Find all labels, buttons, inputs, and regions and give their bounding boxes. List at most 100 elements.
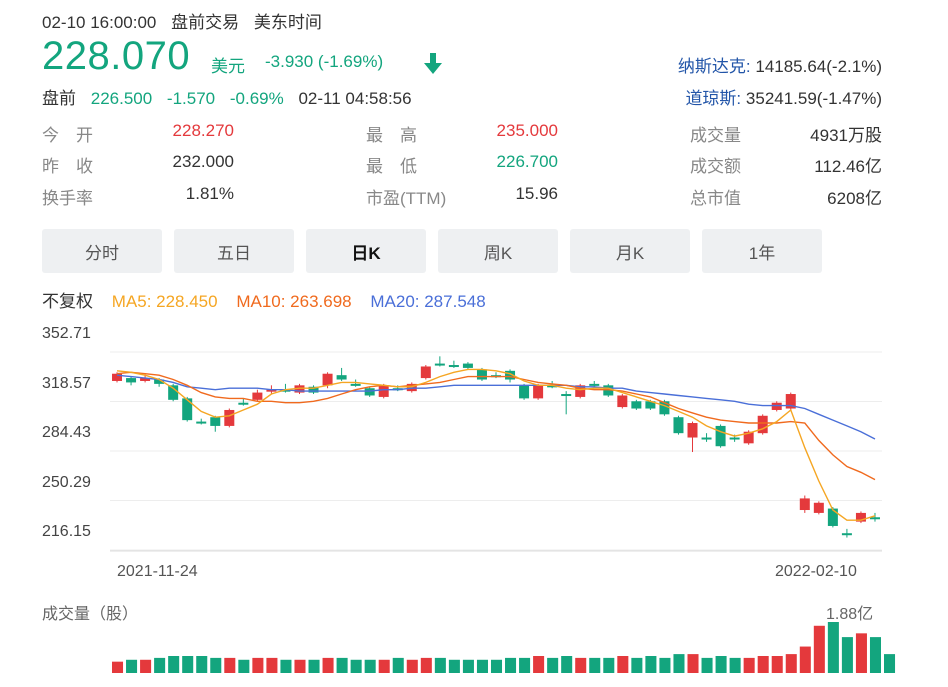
candle-body bbox=[855, 512, 866, 522]
quote-datetime: 02-10 16:00:00 bbox=[42, 13, 157, 32]
candle-body bbox=[420, 366, 431, 379]
volume-bar bbox=[869, 637, 881, 673]
volume-bar bbox=[266, 657, 278, 673]
volume-max-label: 1.88亿 bbox=[826, 606, 874, 623]
candle-body bbox=[841, 533, 852, 536]
low-label: 最 低 bbox=[366, 157, 417, 176]
amount-label: 成交额 bbox=[690, 157, 741, 176]
volume-bar bbox=[364, 659, 376, 673]
candle-body bbox=[757, 415, 768, 434]
candle-body bbox=[462, 363, 473, 368]
premarket-change: -1.570 bbox=[166, 89, 216, 108]
index-dow[interactable]: 道琼斯: 35241.59(-1.47%) bbox=[685, 84, 882, 109]
candle-body bbox=[729, 437, 740, 440]
ma10-line bbox=[116, 371, 876, 481]
candle-body bbox=[350, 383, 361, 386]
candle-body bbox=[196, 421, 207, 424]
index-value: 14185.64(-2.1%) bbox=[755, 57, 882, 76]
x-end-label: 2022-02-10 bbox=[775, 563, 857, 580]
volume-bar bbox=[336, 657, 348, 673]
volume-bar bbox=[168, 656, 180, 673]
index-name[interactable]: 道琼斯: bbox=[685, 89, 742, 108]
volume-bar bbox=[673, 654, 685, 673]
tab-intraday[interactable]: 分时 bbox=[42, 229, 162, 273]
adjust-mode[interactable]: 不复权 bbox=[42, 292, 93, 311]
candle-body bbox=[476, 369, 487, 380]
candle-body bbox=[813, 502, 824, 513]
candle-body bbox=[224, 409, 235, 426]
last-price: 228.070 bbox=[42, 34, 191, 78]
timezone-label: 美东时间 bbox=[253, 13, 322, 32]
candle-body bbox=[336, 375, 347, 380]
volume-bar bbox=[729, 657, 741, 673]
pe-value: 15.96 bbox=[515, 184, 558, 203]
premarket-row: 盘前 226.500 -1.570 -0.69% 02-11 04:58:56 bbox=[42, 84, 412, 109]
candle-body bbox=[154, 379, 165, 384]
price-change: -3.930 (-1.69%) bbox=[265, 52, 384, 71]
candle-body bbox=[505, 370, 516, 380]
volume-bar bbox=[224, 657, 236, 673]
volume-bar bbox=[196, 656, 208, 673]
tab-daily-k[interactable]: 日K bbox=[306, 229, 426, 273]
volume-bar bbox=[533, 656, 545, 673]
ma-legend: 不复权 MA5: 228.450 MA10: 263.698 MA20: 287… bbox=[42, 287, 500, 312]
candle-body bbox=[322, 373, 333, 386]
volume-bar bbox=[631, 657, 643, 673]
volume-bar bbox=[715, 656, 727, 673]
volume-bar bbox=[112, 661, 124, 673]
volume-bar bbox=[575, 657, 587, 673]
candle-body bbox=[168, 385, 179, 400]
ma20-label: MA20: 287.548 bbox=[370, 292, 486, 311]
volume-bar bbox=[519, 657, 531, 673]
premarket-time: 02-11 04:58:56 bbox=[298, 89, 412, 108]
tab-five-day[interactable]: 五日 bbox=[174, 229, 294, 273]
volume-bar bbox=[238, 659, 250, 673]
y-tick-label: 250.29 bbox=[42, 474, 91, 491]
volume-bar bbox=[434, 657, 446, 673]
open-label: 今 开 bbox=[42, 126, 93, 145]
candle-body bbox=[448, 365, 459, 368]
prev-close-value: 232.000 bbox=[172, 152, 234, 171]
volume-bar bbox=[799, 646, 811, 673]
volume-value: 4931万股 bbox=[810, 126, 882, 145]
candle-body bbox=[547, 385, 558, 388]
candle-body bbox=[112, 373, 123, 381]
candle-body bbox=[434, 363, 445, 366]
volume-bar bbox=[701, 657, 713, 673]
volume-bar bbox=[490, 659, 503, 673]
candle-body bbox=[771, 402, 782, 410]
arrow-down-icon bbox=[424, 53, 442, 74]
tab-weekly-k[interactable]: 周K bbox=[438, 229, 558, 273]
candle-body bbox=[785, 394, 796, 409]
ma20-line bbox=[116, 374, 876, 440]
volume-bar bbox=[813, 625, 825, 673]
candle-body bbox=[182, 398, 193, 421]
candle-body bbox=[617, 395, 628, 408]
volume-bar bbox=[757, 656, 769, 673]
candle-body bbox=[701, 437, 712, 440]
premarket-label: 盘前 bbox=[42, 89, 76, 108]
index-nasdaq[interactable]: 纳斯达克: 14185.64(-2.1%) bbox=[678, 52, 882, 77]
high-label: 最 高 bbox=[366, 126, 417, 145]
index-name[interactable]: 纳斯达克: bbox=[677, 57, 751, 76]
candle-body bbox=[210, 417, 221, 426]
tab-monthly-k[interactable]: 月K bbox=[570, 229, 690, 273]
candle-body bbox=[308, 386, 319, 393]
x-start-label: 2021-11-24 bbox=[117, 563, 198, 580]
volume-bar bbox=[280, 659, 292, 673]
pe-label: 市盈(TTM) bbox=[366, 189, 447, 208]
volume-bar bbox=[785, 654, 797, 673]
candle-body bbox=[869, 517, 880, 520]
volume-chart-label: 成交量（股） bbox=[42, 606, 139, 623]
volume-bar bbox=[392, 657, 404, 673]
volume-bar bbox=[182, 656, 194, 673]
volume-bar bbox=[659, 657, 671, 673]
candle-body bbox=[645, 401, 656, 409]
market-cap-label: 总市值 bbox=[690, 189, 741, 208]
index-value: 35241.59(-1.47%) bbox=[745, 89, 882, 108]
tab-one-year[interactable]: 1年 bbox=[702, 229, 822, 273]
volume-bar bbox=[476, 659, 488, 673]
ma5-line bbox=[116, 368, 876, 521]
volume-bar bbox=[294, 659, 306, 673]
